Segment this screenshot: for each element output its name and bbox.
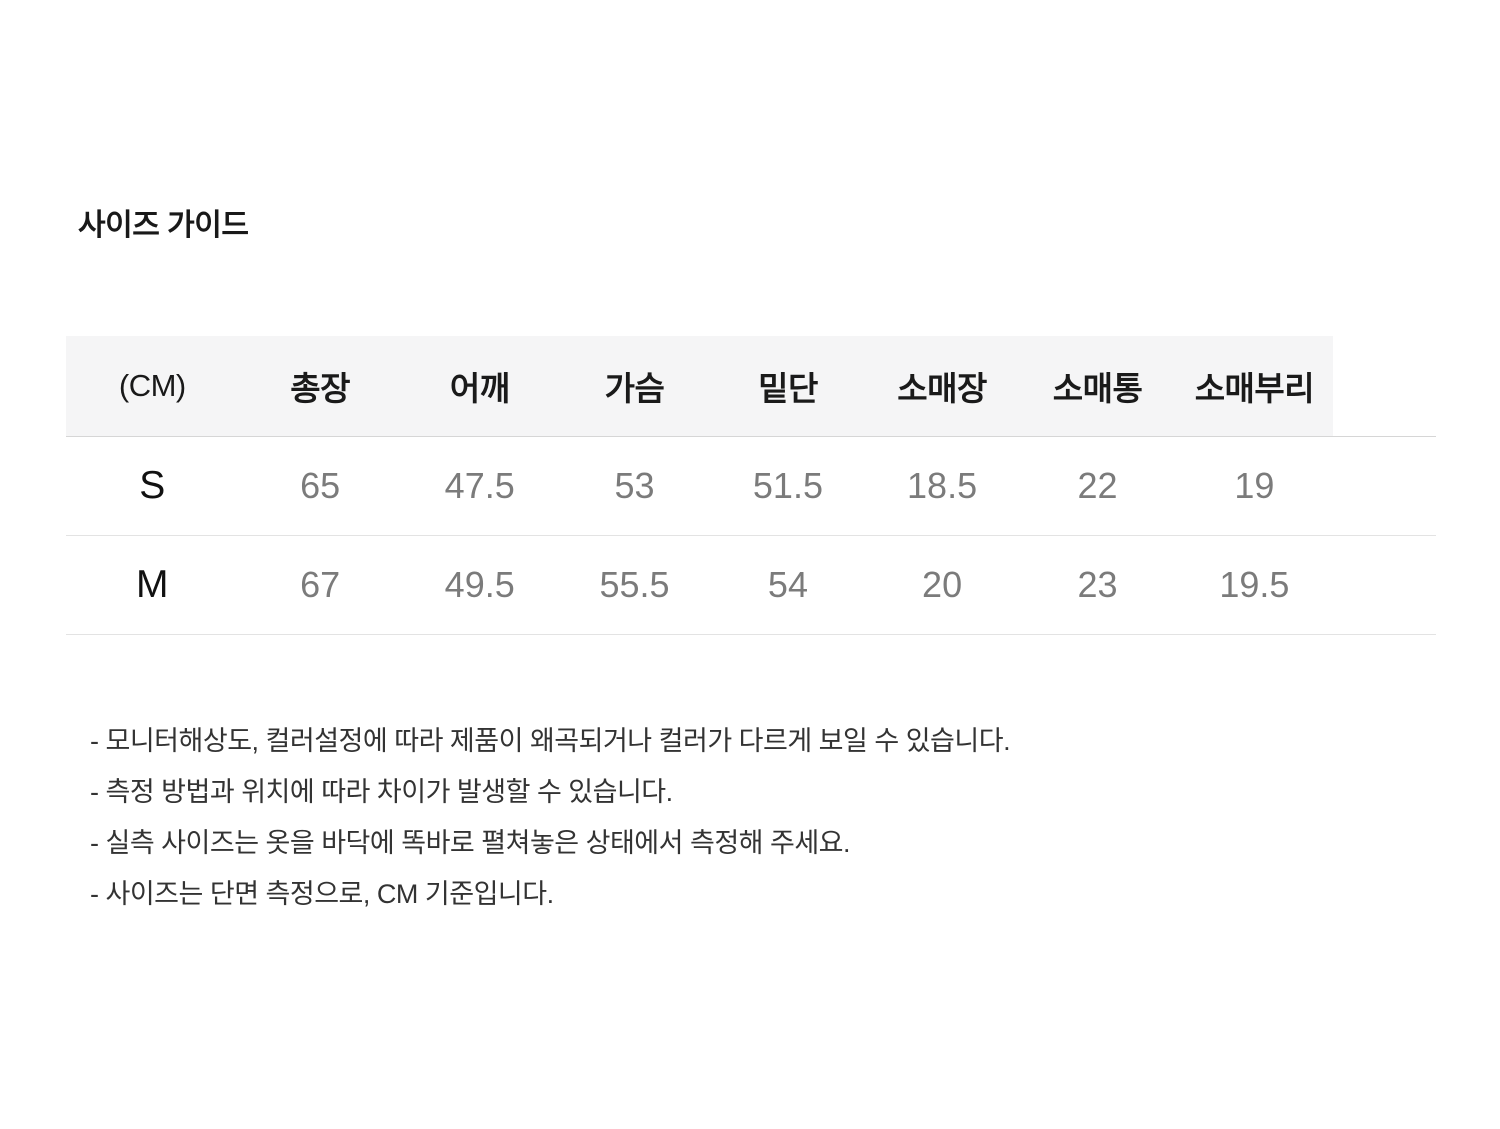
- size-label: M: [66, 535, 239, 635]
- measurement-value: 67: [238, 535, 402, 635]
- note-line-measure-method: - 측정 방법과 위치에 따라 차이가 발생할 수 있습니다.: [90, 777, 673, 807]
- column-header-sleeve-width: 소매통: [1019, 336, 1176, 437]
- size-label: S: [66, 436, 239, 536]
- measurement-value: 47.5: [401, 436, 558, 536]
- measurement-value: 20: [864, 535, 1020, 635]
- measurement-value: 53: [557, 436, 712, 536]
- note-line-flat-measure: - 실측 사이즈는 옷을 바닥에 똑바로 펼쳐놓은 상태에서 측정해 주세요.: [90, 828, 851, 858]
- measurement-value: 19.5: [1175, 535, 1334, 635]
- column-header-sleeve-length: 소매장: [864, 336, 1020, 437]
- row-spacer-cell: [1333, 535, 1436, 635]
- header-spacer-cell: [1333, 336, 1436, 437]
- measurement-value: 49.5: [401, 535, 558, 635]
- column-header-hem: 밑단: [711, 336, 865, 437]
- measurement-value: 22: [1019, 436, 1176, 536]
- column-header-sleeve-cuff: 소매부리: [1175, 336, 1334, 437]
- row-spacer-cell: [1333, 436, 1436, 536]
- size-table: (CM) 총장 어깨 가슴 밑단 소매장 소매통 소매부리 S 65 47.5 …: [66, 336, 1436, 635]
- column-header-chest: 가슴: [557, 336, 712, 437]
- note-line-cm-basis: - 사이즈는 단면 측정으로, CM 기준입니다.: [90, 879, 554, 909]
- measurement-value: 18.5: [864, 436, 1020, 536]
- measurement-value: 54: [711, 535, 865, 635]
- measurement-value: 23: [1019, 535, 1176, 635]
- measurement-value: 55.5: [557, 535, 712, 635]
- column-header-total-length: 총장: [238, 336, 402, 437]
- table-row-size-m: M 67 49.5 55.5 54 20 23 19.5: [66, 535, 1436, 635]
- table-row-size-s: S 65 47.5 53 51.5 18.5 22 19: [66, 436, 1436, 536]
- column-header-shoulder: 어깨: [401, 336, 558, 437]
- notes: - 모니터해상도, 컬러설정에 따라 제품이 왜곡되거나 컬러가 다르게 보일 …: [90, 716, 1011, 920]
- page-title: 사이즈 가이드: [78, 209, 249, 242]
- measurement-value: 65: [238, 436, 402, 536]
- unit-header-cell: (CM): [66, 336, 239, 437]
- measurement-value: 19: [1175, 436, 1334, 536]
- size-table-header-row: (CM) 총장 어깨 가슴 밑단 소매장 소매통 소매부리: [66, 336, 1436, 437]
- note-line-monitor: - 모니터해상도, 컬러설정에 따라 제품이 왜곡되거나 컬러가 다르게 보일 …: [90, 726, 1011, 756]
- measurement-value: 51.5: [711, 436, 865, 536]
